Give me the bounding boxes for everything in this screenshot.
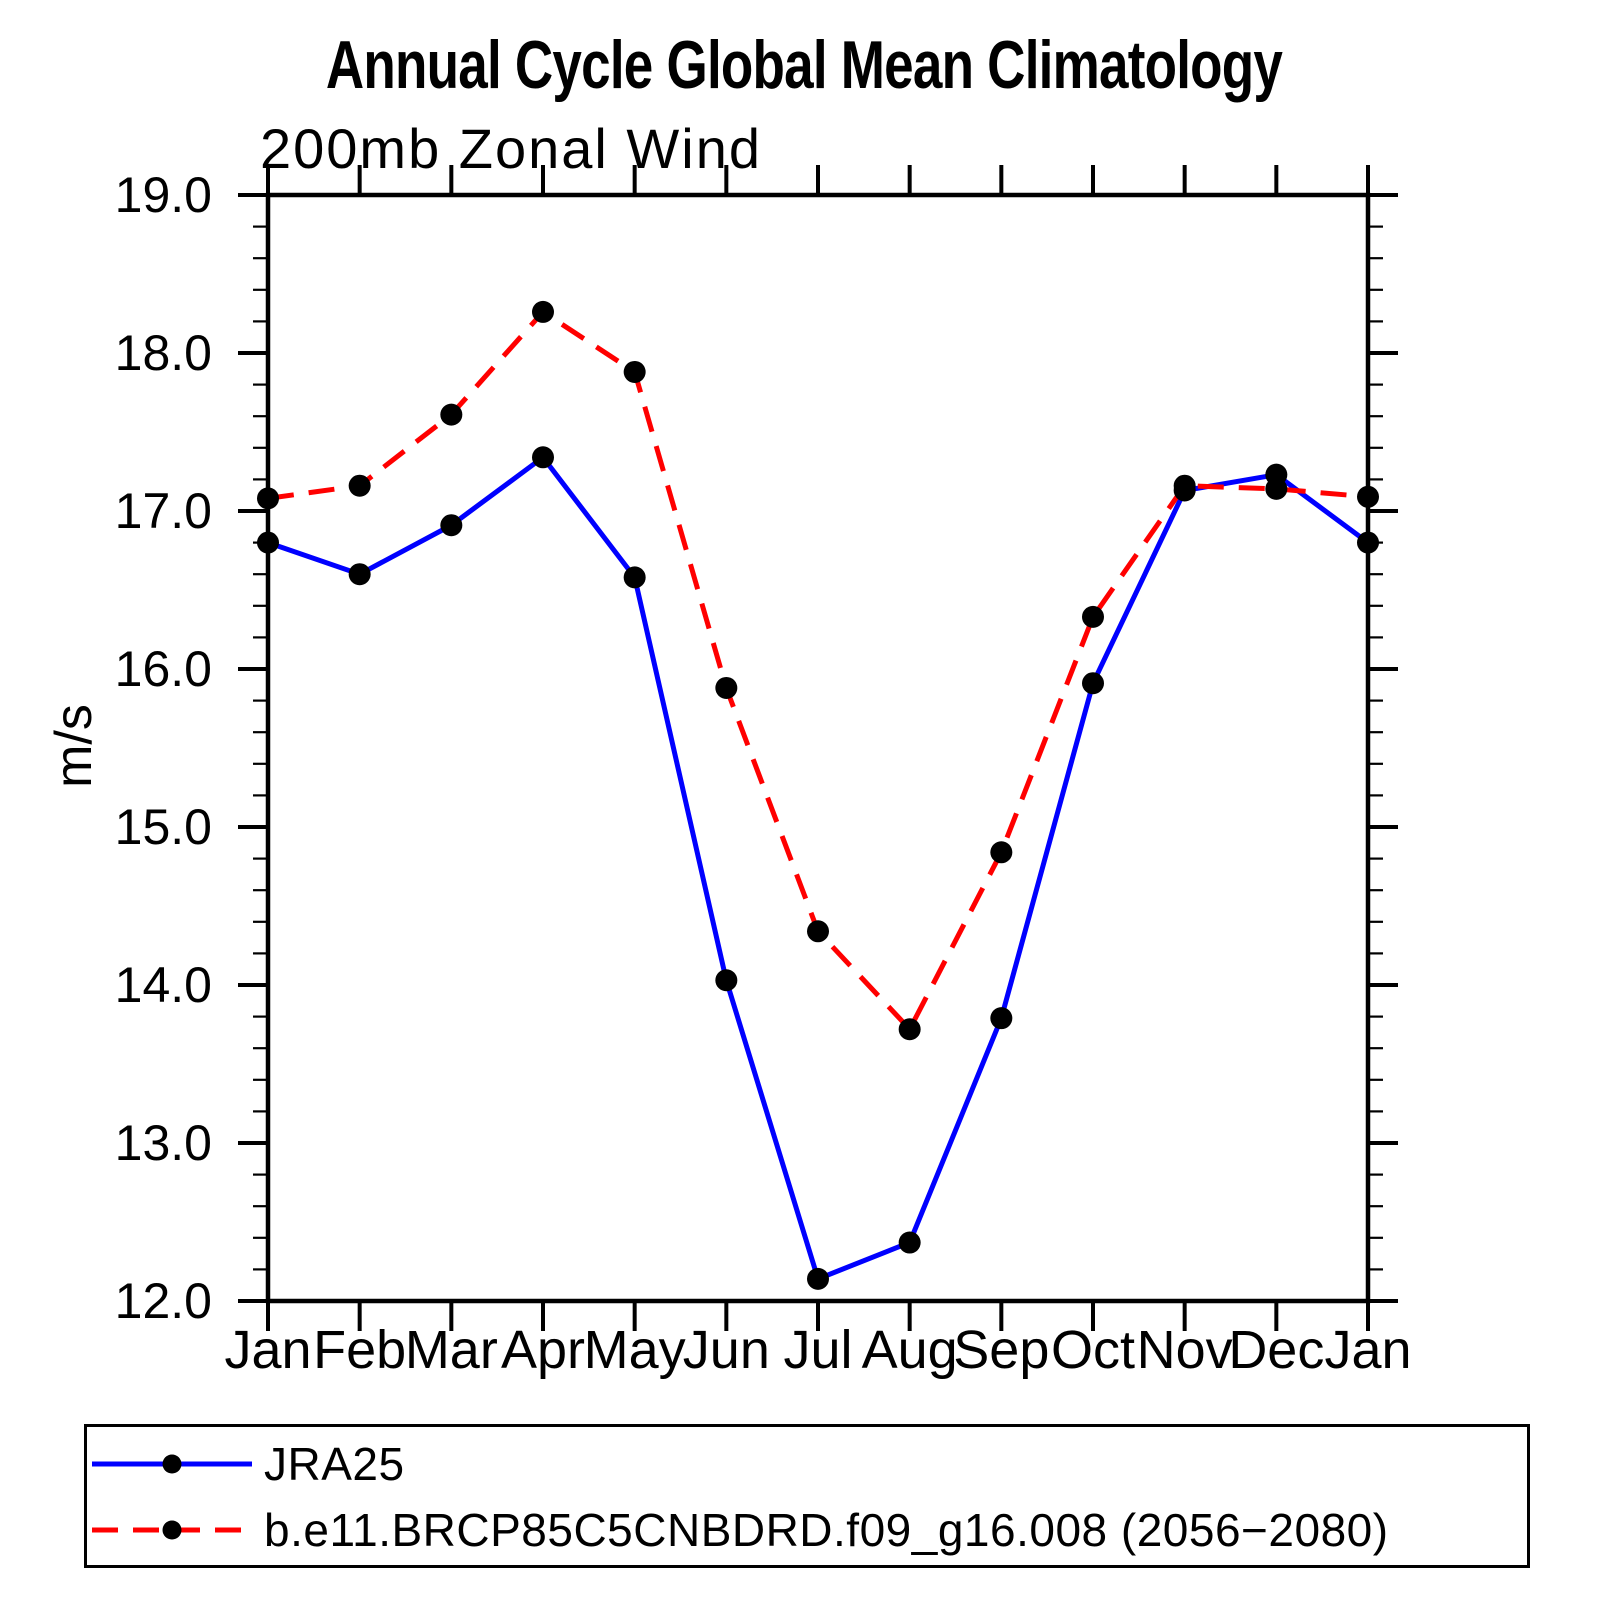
x-tick-label: Jan xyxy=(224,1320,312,1380)
chart-title: Annual Cycle Global Mean Climatology xyxy=(325,27,1283,103)
x-tick-label: Jun xyxy=(682,1320,770,1380)
data-point-marker xyxy=(715,676,738,699)
y-tick-label: 12.0 xyxy=(114,1273,212,1329)
y-tick-label: 15.0 xyxy=(114,799,212,855)
data-point-marker xyxy=(348,563,371,586)
legend-swatch-dashed-line xyxy=(92,1520,252,1540)
data-point-marker xyxy=(1265,477,1288,500)
axis-ticks xyxy=(238,165,1398,1331)
data-point-marker xyxy=(1173,474,1196,497)
legend-swatch-solid-line xyxy=(92,1454,252,1474)
data-point-marker xyxy=(1082,672,1104,695)
data-point-marker xyxy=(898,1018,921,1041)
legend-label: b.e11.BRCP85C5CNBDRD.f09_g16.008 (2056−2… xyxy=(264,1504,1389,1556)
legend-item-model: b.e11.BRCP85C5CNBDRD.f09_g16.008 (2056−2… xyxy=(90,1504,1389,1556)
data-point-marker xyxy=(440,403,463,426)
y-tick-label: 14.0 xyxy=(114,957,212,1013)
data-point-marker xyxy=(623,566,646,589)
x-tick-label: Sep xyxy=(953,1320,1050,1380)
data-point-marker xyxy=(990,1007,1013,1030)
chart-subtitle: 200mb Zonal Wind xyxy=(260,117,763,180)
data-point-marker xyxy=(990,841,1013,864)
x-tick-label: Aug xyxy=(861,1320,958,1380)
data-point-marker xyxy=(807,920,829,943)
data-point-marker xyxy=(257,487,279,510)
axis-box xyxy=(265,192,1371,1304)
data-point-marker xyxy=(623,360,646,383)
x-tick-label: Jan xyxy=(1324,1320,1412,1380)
data-point-marker xyxy=(440,514,463,537)
y-tick-label: 18.0 xyxy=(114,325,212,381)
x-tick-label: Apr xyxy=(500,1320,586,1380)
data-point-marker xyxy=(807,1267,829,1290)
data-point-marker xyxy=(1357,531,1379,554)
data-point-marker xyxy=(715,969,738,992)
y-tick-label: 19.0 xyxy=(114,167,212,223)
data-point-markers xyxy=(257,300,1379,1290)
y-tick-label: 17.0 xyxy=(114,483,212,539)
data-point-marker xyxy=(532,300,554,323)
x-tick-label: Mar xyxy=(404,1320,498,1380)
x-tick-label: Dec xyxy=(1228,1320,1325,1380)
series-line-jra25 xyxy=(267,453,1370,1283)
legend-item-jra25: JRA25 xyxy=(90,1438,405,1490)
legend-marker-sample xyxy=(162,1520,182,1540)
data-point-marker xyxy=(898,1231,921,1254)
x-tick-label: May xyxy=(583,1320,686,1380)
data-point-marker xyxy=(1082,605,1104,628)
legend-label: JRA25 xyxy=(264,1438,405,1490)
x-tick-label: Oct xyxy=(1050,1320,1135,1380)
x-tick-label: Nov xyxy=(1136,1320,1233,1380)
axis-minor-ticks xyxy=(253,225,1383,1271)
data-point-marker xyxy=(1357,485,1379,508)
data-point-marker xyxy=(257,531,279,554)
y-tick-label: 13.0 xyxy=(114,1115,212,1171)
legend: JRA25 b.e11.BRCP85C5CNBDRD.f09_g16.008 (… xyxy=(84,1424,1530,1568)
x-tick-label: Jul xyxy=(783,1320,853,1380)
data-point-marker xyxy=(348,474,371,497)
x-tick-label: Feb xyxy=(313,1320,407,1380)
data-point-marker xyxy=(532,446,554,469)
legend-marker-sample xyxy=(162,1454,182,1474)
y-tick-label: 16.0 xyxy=(114,641,212,697)
